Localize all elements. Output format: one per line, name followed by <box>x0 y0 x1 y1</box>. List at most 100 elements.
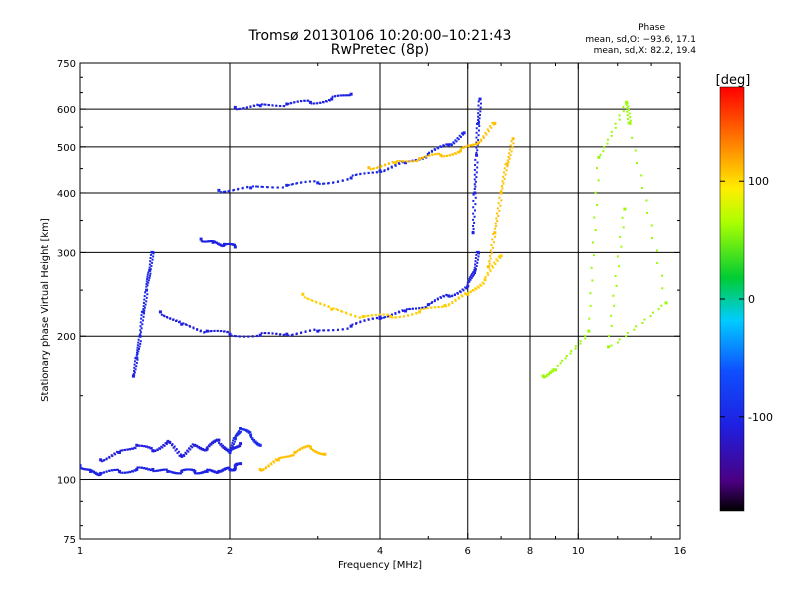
trace-dot <box>90 469 93 472</box>
trace-dot <box>263 103 266 106</box>
trace-dot <box>460 132 463 135</box>
trace-dot <box>473 221 476 224</box>
trace-dot <box>133 363 136 366</box>
series-f1-group <box>199 237 237 249</box>
data-point <box>135 467 139 471</box>
trace-dot <box>640 174 643 177</box>
trace-dot <box>477 139 480 142</box>
trace-dot <box>228 189 231 192</box>
trace-dot <box>103 458 106 461</box>
trace-dot <box>298 448 301 451</box>
trace-dot <box>274 458 277 461</box>
trace-dot <box>437 152 440 155</box>
trace-dot <box>143 312 146 315</box>
trace-dot <box>397 162 400 165</box>
trace-dot <box>473 266 476 269</box>
trace-dot <box>615 284 618 287</box>
trace-dot <box>92 471 95 474</box>
trace-dot <box>474 180 477 183</box>
trace-dot <box>619 235 622 238</box>
series-f2-cusp-o-mode <box>471 97 482 235</box>
trace-dot <box>217 471 220 474</box>
trace-dot <box>487 265 490 268</box>
trace-dot <box>212 442 215 445</box>
trace-dot <box>383 169 386 172</box>
trace-dot <box>222 444 225 447</box>
trace-dot <box>318 182 321 185</box>
trace-dot <box>232 437 235 440</box>
data-point <box>285 183 289 187</box>
trace-dot <box>493 241 496 244</box>
trace-dot <box>547 372 550 375</box>
trace-dot <box>133 446 136 449</box>
trace-dot <box>482 137 485 140</box>
trace-dot <box>253 441 256 444</box>
trace-dot <box>187 447 190 450</box>
trace-dot <box>147 279 150 282</box>
trace-dot <box>219 470 222 473</box>
trace-dot <box>336 309 339 312</box>
trace-dot <box>223 468 226 471</box>
trace-dot <box>462 146 465 149</box>
trace-dot <box>272 460 275 463</box>
trace-dot <box>660 304 663 307</box>
data-point <box>447 143 451 147</box>
data-point <box>205 447 209 451</box>
trace-dot <box>86 468 89 471</box>
trace-dot <box>147 468 150 471</box>
trace-dot <box>380 164 383 167</box>
trace-dot <box>300 447 303 450</box>
trace-dot <box>139 340 142 343</box>
x-tick-label: 10 <box>572 546 585 557</box>
trace-dot <box>339 94 342 97</box>
trace-dot <box>472 230 475 233</box>
trace-dot <box>542 376 545 379</box>
trace-dot <box>214 439 217 442</box>
data-point <box>389 315 393 319</box>
trace-dot <box>588 317 591 320</box>
data-point <box>417 310 421 314</box>
trace-dot <box>574 347 577 350</box>
trace-dot <box>473 269 476 272</box>
trace-dot <box>234 335 237 338</box>
trace-dot <box>471 288 474 291</box>
trace-dot <box>251 185 254 188</box>
trace-dot <box>382 313 385 316</box>
trace-dot <box>422 156 425 159</box>
trace-dot <box>376 166 379 169</box>
trace-dot <box>489 125 492 128</box>
trace-dot <box>162 444 165 447</box>
trace-dot <box>478 125 481 128</box>
series-f2-cusp-x-mode <box>486 137 515 269</box>
trace-dot <box>208 240 211 243</box>
trace-dot <box>599 153 602 156</box>
trace-dot <box>222 468 225 471</box>
data-point <box>403 309 407 313</box>
trace-dot <box>220 191 223 194</box>
trace-dot <box>407 314 410 317</box>
data-point <box>443 304 447 308</box>
trace-dot <box>232 188 235 191</box>
trace-dot <box>496 220 499 223</box>
trace-dot <box>212 240 215 243</box>
trace-dot <box>595 167 598 170</box>
series-f-region-x-mode <box>301 254 503 319</box>
trace-dot <box>467 144 470 147</box>
trace-dot <box>175 320 178 323</box>
trace-dot <box>220 470 223 473</box>
trace-dot <box>474 185 477 188</box>
data-point <box>541 374 545 378</box>
chart-title: Tromsø 20130106 10:20:00–10:21:43 <box>248 28 512 44</box>
trace-dot <box>146 293 149 296</box>
trace-dot <box>143 298 146 301</box>
trace-dot <box>143 306 146 309</box>
trace-dot <box>296 182 299 185</box>
trace-dot <box>206 446 209 449</box>
trace-dot <box>219 330 222 333</box>
trace-dot <box>504 173 507 176</box>
trace-dot <box>469 276 472 279</box>
trace-dot <box>230 449 233 452</box>
trace-dot <box>225 466 228 469</box>
trace-dot <box>472 224 475 227</box>
